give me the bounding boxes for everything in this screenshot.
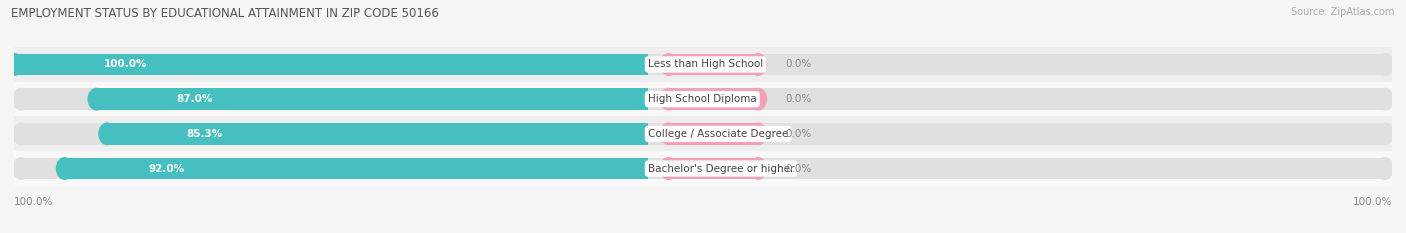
Bar [21, 88, 1385, 110]
Text: 87.0%: 87.0% [176, 94, 212, 104]
Ellipse shape [13, 88, 30, 110]
Text: 85.3%: 85.3% [186, 129, 222, 139]
Bar [14, 47, 1392, 82]
Text: 0.0%: 0.0% [786, 59, 811, 69]
Ellipse shape [749, 158, 766, 179]
Ellipse shape [749, 54, 766, 75]
Bar [669, 54, 758, 75]
Text: EMPLOYMENT STATUS BY EDUCATIONAL ATTAINMENT IN ZIP CODE 50166: EMPLOYMENT STATUS BY EDUCATIONAL ATTAINM… [11, 7, 439, 20]
Text: 0.0%: 0.0% [786, 164, 811, 174]
Ellipse shape [1376, 88, 1393, 110]
Bar [21, 158, 1385, 179]
Text: 0.0%: 0.0% [786, 94, 811, 104]
Ellipse shape [13, 158, 30, 179]
Ellipse shape [1376, 54, 1393, 75]
Text: Less than High School: Less than High School [648, 59, 763, 69]
Ellipse shape [89, 88, 104, 110]
Ellipse shape [661, 123, 676, 145]
Bar [65, 158, 648, 179]
Ellipse shape [1376, 158, 1393, 179]
Text: High School Diploma: High School Diploma [648, 94, 756, 104]
Ellipse shape [661, 54, 676, 75]
Bar [669, 88, 758, 110]
Text: College / Associate Degree: College / Associate Degree [648, 129, 789, 139]
Bar [669, 158, 758, 179]
Ellipse shape [661, 88, 676, 110]
Ellipse shape [13, 54, 30, 75]
Ellipse shape [749, 88, 766, 110]
Text: 100.0%: 100.0% [1353, 197, 1392, 207]
Bar [107, 123, 648, 145]
Bar [669, 123, 758, 145]
Ellipse shape [661, 158, 676, 179]
Bar [97, 88, 648, 110]
Text: 100.0%: 100.0% [104, 59, 148, 69]
Bar [14, 151, 1392, 186]
Text: 100.0%: 100.0% [14, 197, 53, 207]
Text: Source: ZipAtlas.com: Source: ZipAtlas.com [1291, 7, 1395, 17]
Text: 0.0%: 0.0% [786, 129, 811, 139]
Bar [21, 123, 1385, 145]
Ellipse shape [6, 54, 22, 75]
Ellipse shape [13, 123, 30, 145]
Bar [14, 82, 1392, 116]
Bar [14, 116, 1392, 151]
Text: Bachelor's Degree or higher: Bachelor's Degree or higher [648, 164, 794, 174]
Bar [14, 54, 648, 75]
Ellipse shape [98, 123, 115, 145]
Text: 92.0%: 92.0% [149, 164, 184, 174]
Ellipse shape [749, 123, 766, 145]
Ellipse shape [1376, 123, 1393, 145]
Bar [21, 54, 1385, 75]
Ellipse shape [56, 158, 73, 179]
